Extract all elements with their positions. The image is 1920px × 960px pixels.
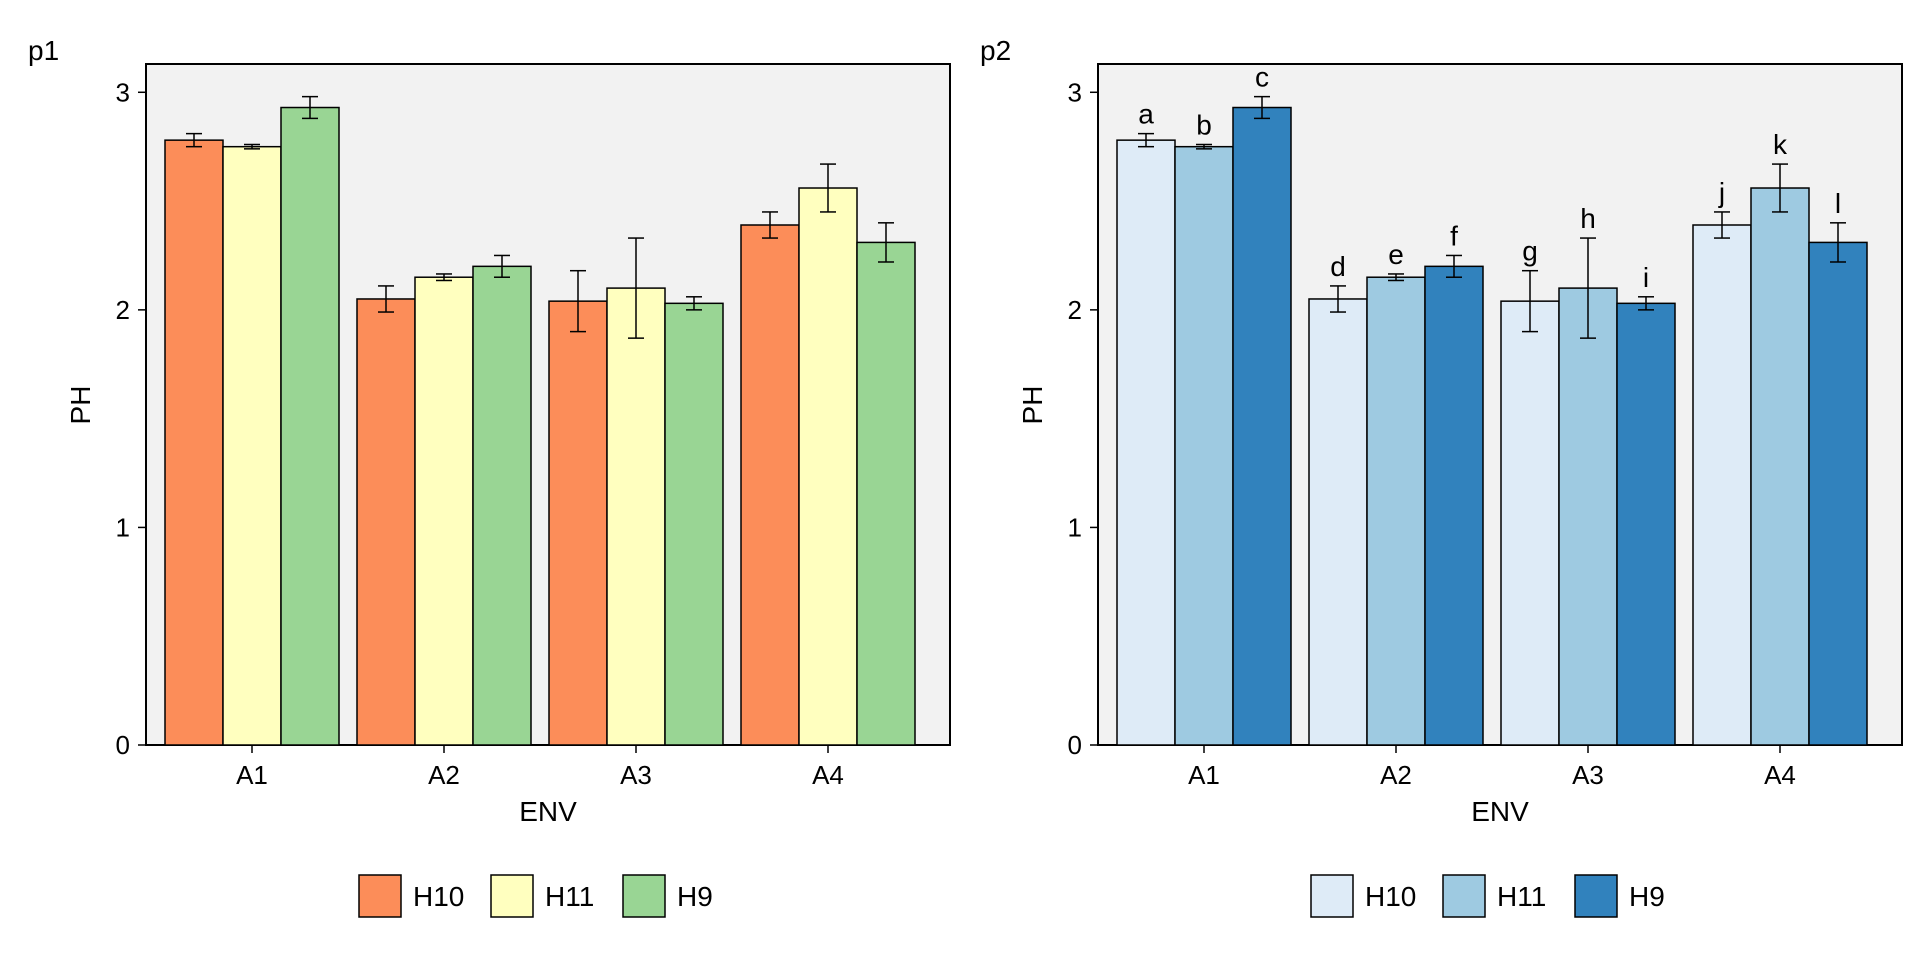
legend-label-H11: H11 xyxy=(1497,881,1546,912)
legend-swatch-H10 xyxy=(1310,874,1354,918)
panel-p2: p2 PH ENV a b c d e f g h i j k l 0 1 2 3 A1 A2 A3 A4 H10… xyxy=(980,35,1903,918)
bar-H10-A1 xyxy=(164,139,224,746)
legend-label-H9: H9 xyxy=(677,881,713,912)
panel-p1: p1 PH ENV 0 1 2 3 A1 A2 A3 A4 H10 H11 H9 xyxy=(28,35,951,918)
data-label-H11-A1: b xyxy=(1196,110,1212,141)
bar-H9-A4 xyxy=(856,241,916,746)
bar-H9-A3 xyxy=(1616,302,1676,746)
y-axis-title: PH xyxy=(65,386,96,425)
y-axis: 0 1 2 3 xyxy=(116,77,146,760)
panel-tag: p1 xyxy=(28,35,59,66)
bar-H11-A2 xyxy=(414,276,474,746)
data-label-H10-A4: j xyxy=(1718,177,1725,208)
bar-H11-A3 xyxy=(1558,287,1618,746)
bar-H11-A3 xyxy=(606,287,666,746)
data-label-H9-A1: c xyxy=(1255,62,1269,93)
bar-H10-A2 xyxy=(356,298,416,746)
y-axis-title: PH xyxy=(1017,386,1048,425)
x-tick-label-A4: A4 xyxy=(1764,760,1796,790)
x-tick-label-A3: A3 xyxy=(620,760,652,790)
legend-label-H10: H10 xyxy=(1365,881,1416,912)
bar-H10-A3 xyxy=(548,300,608,746)
x-axis-title: ENV xyxy=(519,796,577,827)
legend: H10 H11 H9 xyxy=(1310,874,1665,918)
y-tick-label-3: 3 xyxy=(116,77,130,107)
legend-swatch-H11 xyxy=(1442,874,1486,918)
legend: H10 H11 H9 xyxy=(358,874,713,918)
x-axis: A1 A2 A3 A4 xyxy=(1188,745,1796,790)
bar-marks: a b c d e f g h i j k l xyxy=(1116,62,1868,746)
data-label-H10-A3: g xyxy=(1522,236,1538,267)
y-tick-label-0: 0 xyxy=(116,730,130,760)
bar-H10-A1 xyxy=(1116,139,1176,746)
bar-H9-A2 xyxy=(472,265,532,746)
x-axis: A1 A2 A3 A4 xyxy=(236,745,844,790)
bar-H11-A1 xyxy=(222,145,282,746)
y-tick-label-2: 2 xyxy=(116,295,130,325)
legend-swatch-H9 xyxy=(622,874,666,918)
data-label-H9-A4: l xyxy=(1835,188,1841,219)
bar-H9-A3 xyxy=(664,302,724,746)
data-label-H11-A4: k xyxy=(1773,129,1788,160)
legend-swatch-H10 xyxy=(358,874,402,918)
legend-swatch-H11 xyxy=(490,874,534,918)
bar-H9-A4 xyxy=(1808,241,1868,746)
y-tick-label-2: 2 xyxy=(1068,295,1082,325)
legend-swatch-H9 xyxy=(1574,874,1618,918)
bar-H10-A2 xyxy=(1308,298,1368,746)
bar-H10-A4 xyxy=(740,224,800,746)
data-label-H10-A1: a xyxy=(1138,99,1154,130)
x-tick-label-A2: A2 xyxy=(428,760,460,790)
x-tick-label-A2: A2 xyxy=(1380,760,1412,790)
data-label-H11-A3: h xyxy=(1580,203,1596,234)
bar-H11-A4 xyxy=(1750,187,1810,746)
bar-H10-A4 xyxy=(1692,224,1752,746)
y-tick-label-3: 3 xyxy=(1068,77,1082,107)
y-tick-label-1: 1 xyxy=(1068,512,1082,542)
bar-H9-A2 xyxy=(1424,265,1484,746)
x-axis-title: ENV xyxy=(1471,796,1529,827)
legend-label-H9: H9 xyxy=(1629,881,1665,912)
bar-marks xyxy=(164,95,916,746)
legend-label-H11: H11 xyxy=(545,881,594,912)
x-tick-label-A1: A1 xyxy=(236,760,268,790)
data-label-H9-A3: i xyxy=(1643,262,1649,293)
bar-H10-A3 xyxy=(1500,300,1560,746)
x-tick-label-A1: A1 xyxy=(1188,760,1220,790)
data-label-H9-A2: f xyxy=(1450,220,1458,251)
data-label-H10-A2: d xyxy=(1330,251,1346,282)
x-tick-label-A3: A3 xyxy=(1572,760,1604,790)
y-axis: 0 1 2 3 xyxy=(1068,77,1098,760)
panel-tag: p2 xyxy=(980,35,1011,66)
data-label-H11-A2: e xyxy=(1388,239,1404,270)
bar-H9-A1 xyxy=(1232,106,1292,746)
bar-H11-A4 xyxy=(798,187,858,746)
x-tick-label-A4: A4 xyxy=(812,760,844,790)
bar-H11-A1 xyxy=(1174,145,1234,746)
y-tick-label-0: 0 xyxy=(1068,730,1082,760)
y-tick-label-1: 1 xyxy=(116,512,130,542)
bar-H11-A2 xyxy=(1366,276,1426,746)
bar-H9-A1 xyxy=(280,106,340,746)
legend-label-H10: H10 xyxy=(413,881,464,912)
